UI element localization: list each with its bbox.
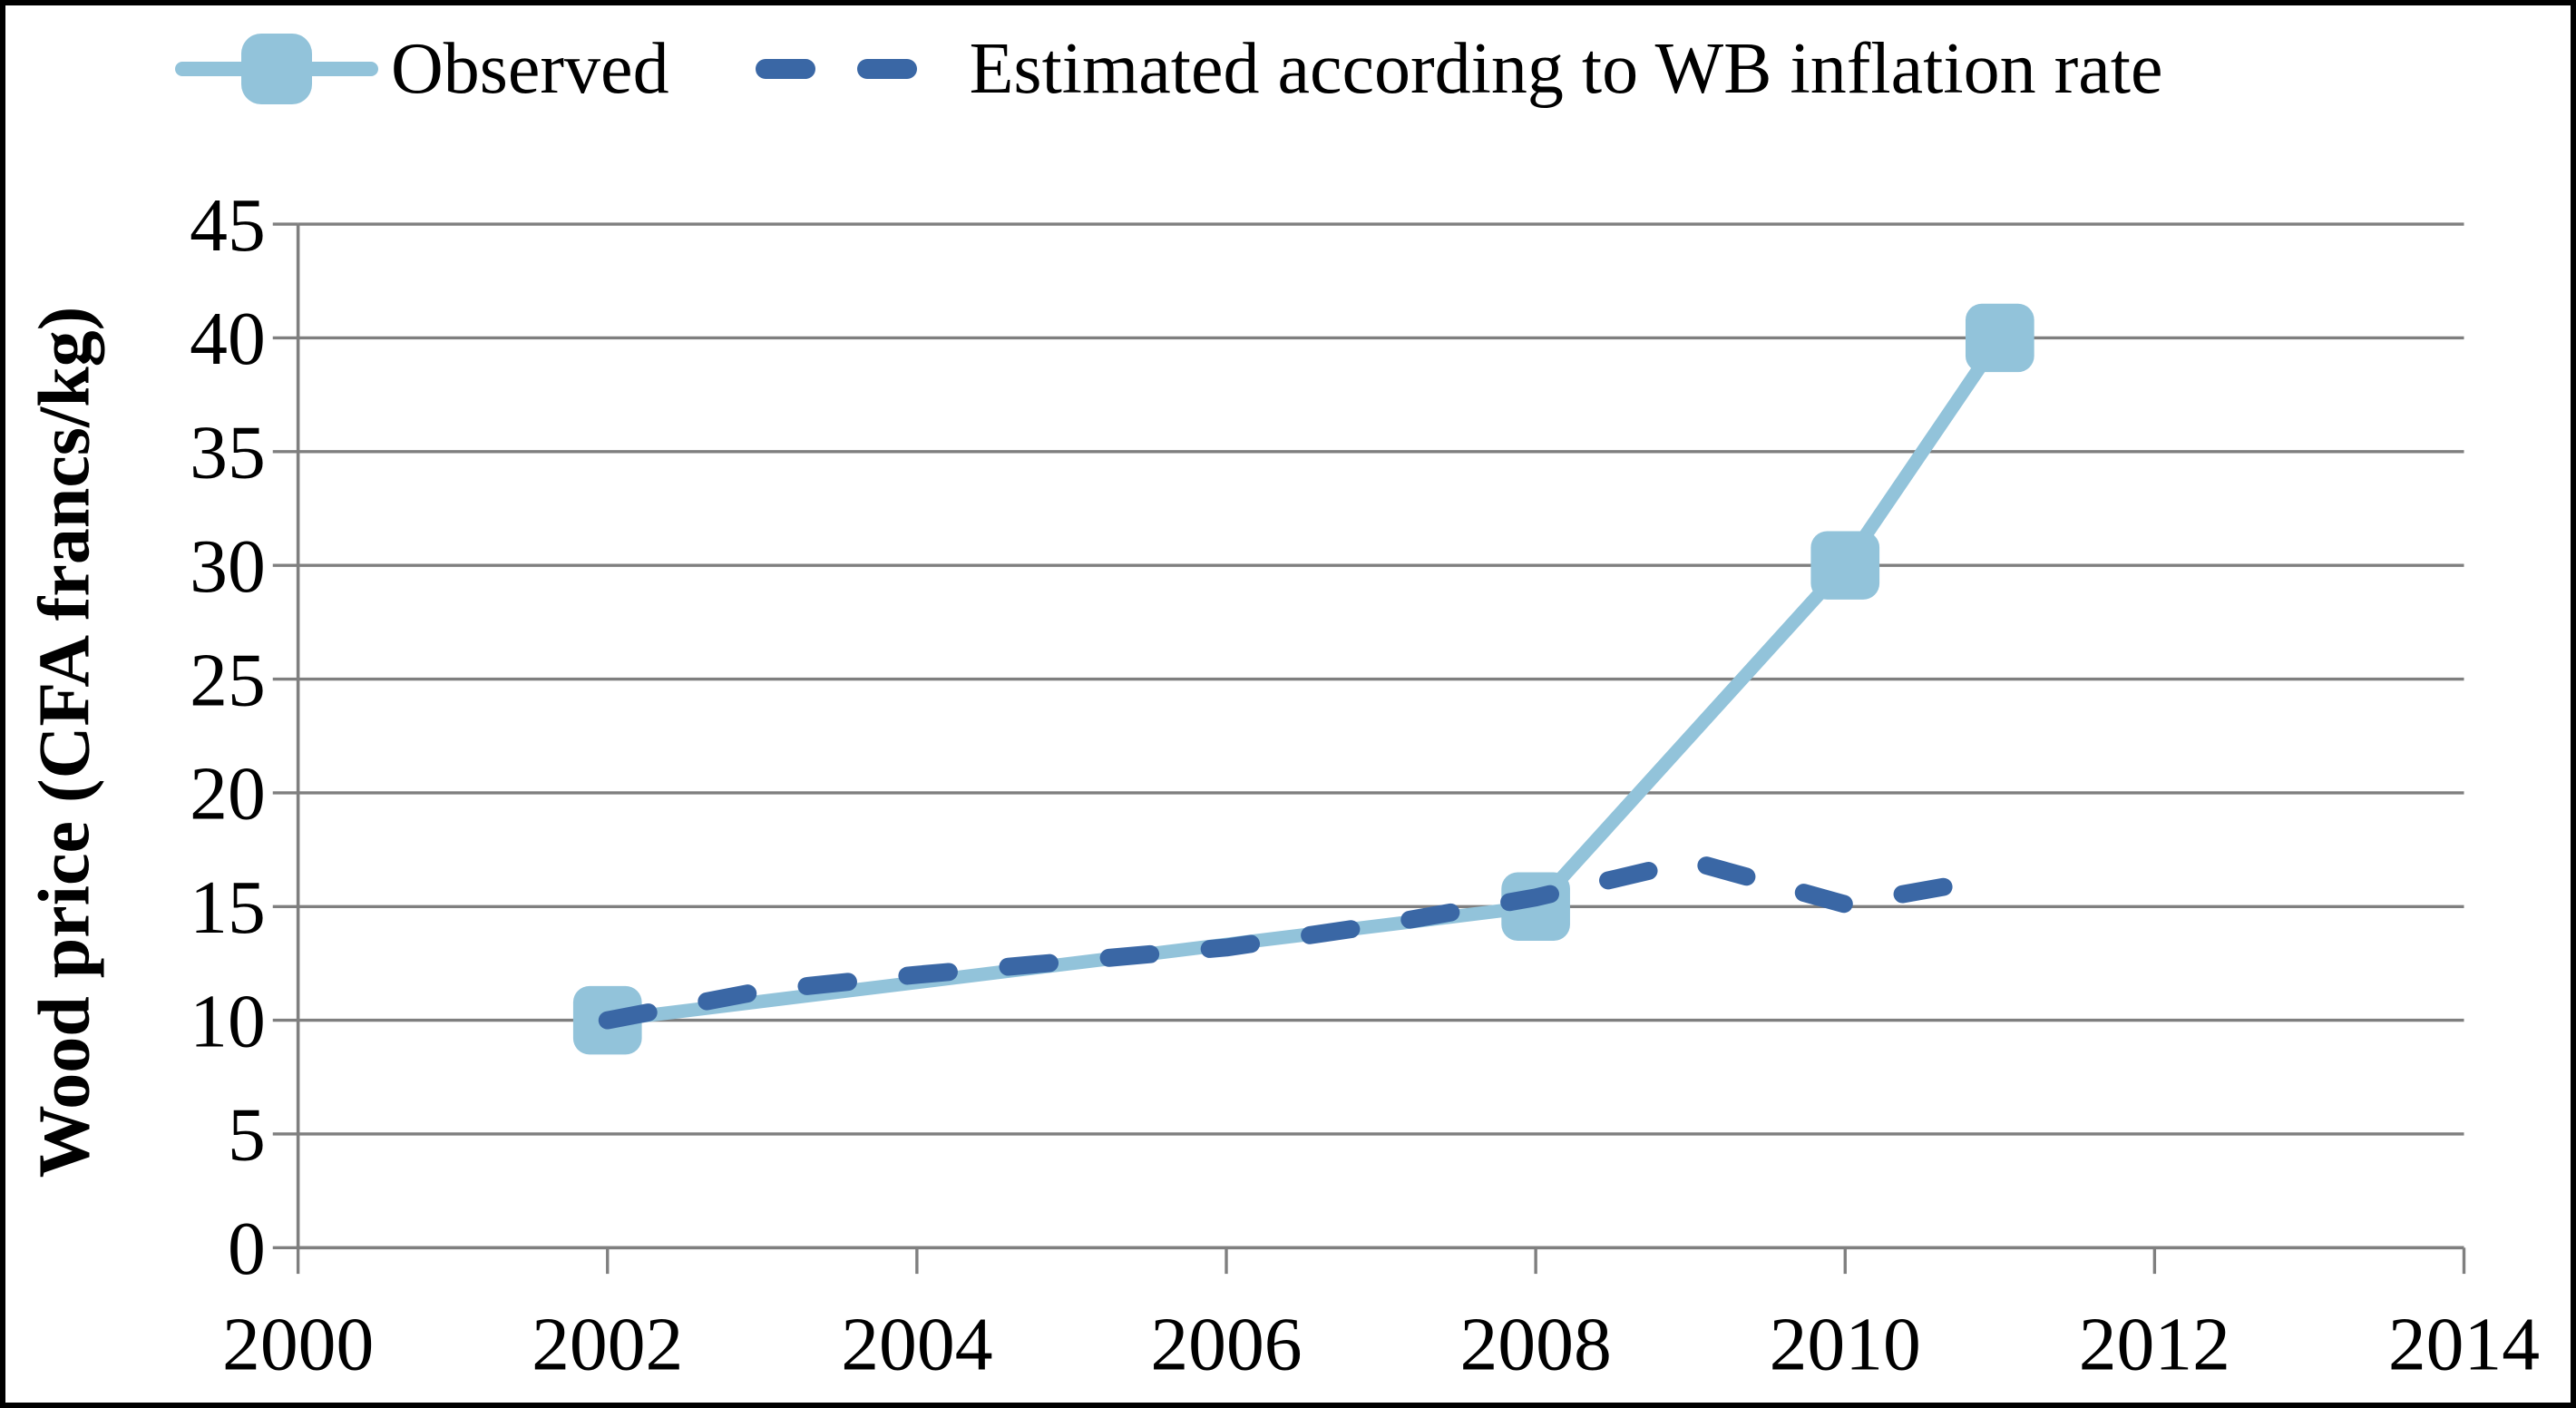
y-tick-label: 0 [228,1208,266,1291]
x-tick-label: 2002 [532,1303,683,1386]
observed-data-point-marker [1965,303,2034,373]
legend-label-estimated: Estimated according to WB inflation rate [969,29,2163,109]
y-tick-label: 35 [190,412,266,495]
x-tick-label: 2006 [1150,1303,1302,1386]
plot-area: 0 5 10 15 20 25 30 35 40 45 2000 2002 2004 2006 2008 20… [190,184,2540,1386]
legend-item-observed: Observed [175,27,669,111]
x-tick-label: 2012 [2079,1303,2230,1386]
x-tick-label: 2004 [841,1303,992,1386]
x-tick-label: 2000 [222,1303,374,1386]
y-tick-label: 5 [228,1094,266,1178]
y-tick-label: 40 [190,298,266,381]
legend-label-observed: Observed [391,29,669,109]
observed-marker-sample [241,34,312,104]
y-tick-label: 45 [190,184,266,268]
y-tick-label: 15 [190,866,266,950]
y-tick-label: 30 [190,525,266,609]
observed-line [600,331,2007,1028]
estimated-series-swatch [755,59,917,79]
y-axis-title: Wood price (CFA francs/kg) [24,306,105,1178]
legend-item-estimated: Estimated according to WB inflation rate [755,27,2163,111]
y-tick-label: 25 [190,639,266,722]
y-tick-label: 20 [190,753,266,836]
x-tick-label: 2008 [1459,1303,1611,1386]
x-tick-label: 2014 [2388,1303,2540,1386]
estimated-dashed-line [598,852,2009,1030]
estimated-dash-sample [856,59,917,79]
y-tick-label: 10 [190,981,266,1064]
x-tick-label: 2010 [1770,1303,1921,1386]
legend: Observed Estimated according to WB infla… [175,27,2162,111]
observed-series-swatch [175,27,378,111]
observed-data-point-marker [1810,531,1880,600]
estimated-dash-sample [755,59,815,79]
